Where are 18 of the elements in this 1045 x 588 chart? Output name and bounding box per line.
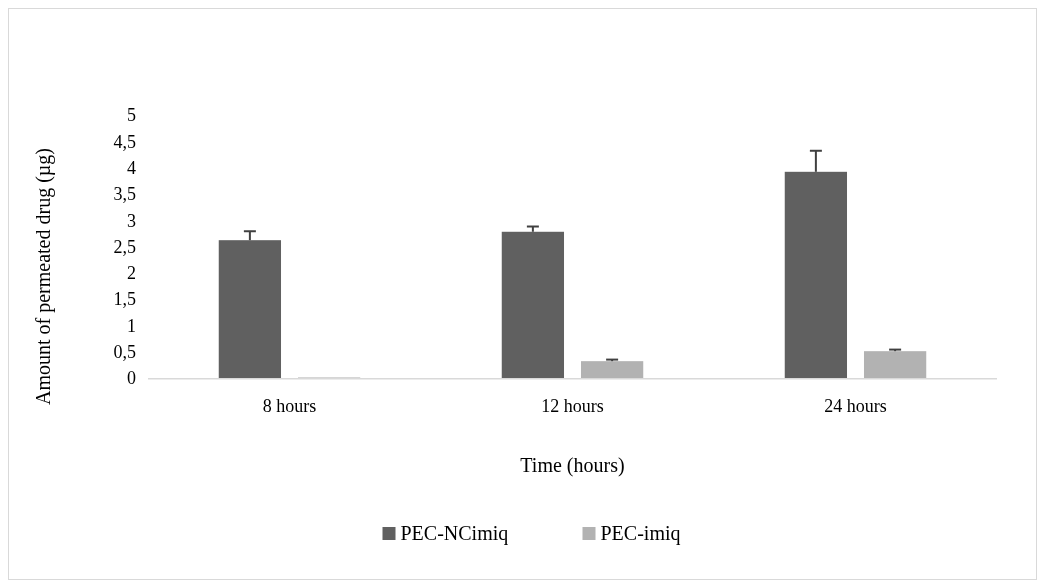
y-tick-label: 3,5 [113,184,136,205]
legend-label: PEC-imiq [600,522,681,545]
legend-label: PEC-NCimiq [400,522,509,545]
x-axis-title: Time (hours) [520,454,625,477]
y-tick-label: 5 [127,105,136,126]
y-tick-label: 2 [127,263,136,284]
y-tick-label: 0 [127,368,136,389]
y-tick-label: 0,5 [113,342,136,362]
y-tick-label: 2,5 [113,236,136,257]
x-tick-label: 8 hours [262,396,317,416]
y-tick-label: 1 [127,315,136,336]
x-tick-label: 24 hours [824,396,887,416]
x-tick-label: 12 hours [541,396,604,416]
y-tick-label: 4,5 [113,131,136,152]
y-tick-label: 3 [127,210,136,231]
y-tick-label: 4 [127,157,136,178]
y-axis-title: Amount of permeated drug (µg) [32,147,55,406]
y-tick-label: 1,5 [113,289,136,310]
